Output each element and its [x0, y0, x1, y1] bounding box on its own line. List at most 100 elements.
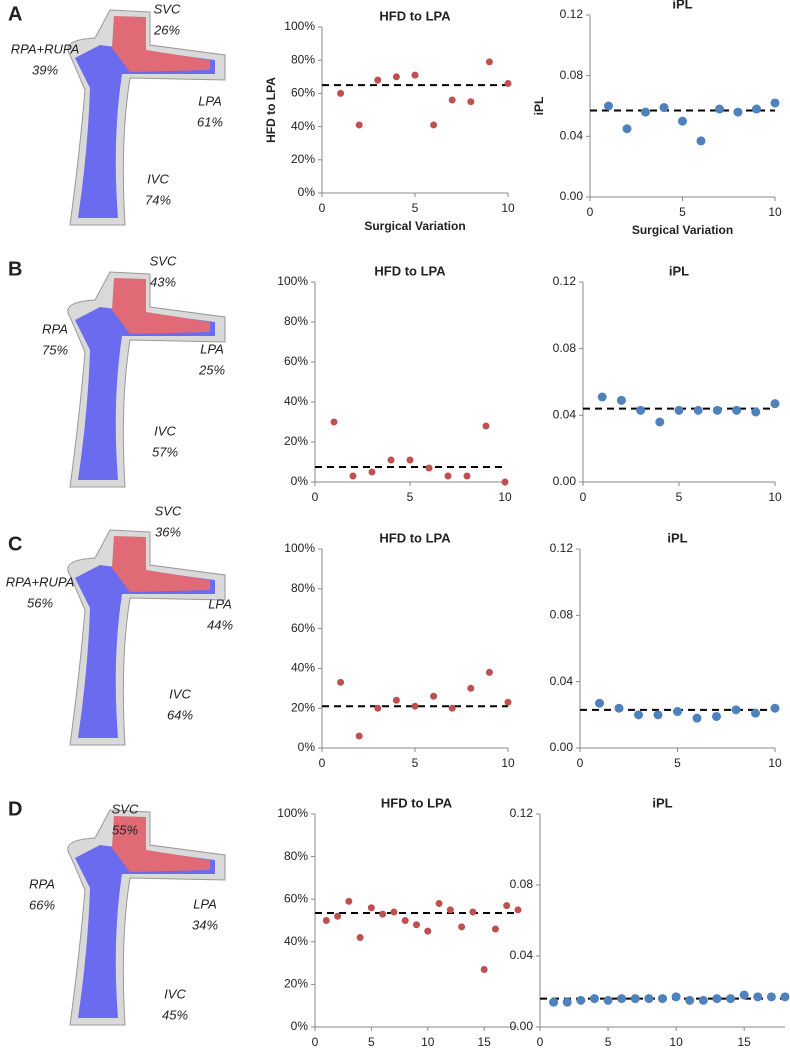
data-point	[430, 692, 438, 700]
data-point	[349, 472, 357, 480]
y-tick-label: 0.00	[510, 1019, 534, 1033]
data-point	[726, 994, 736, 1004]
data-point	[503, 902, 511, 910]
data-point	[467, 98, 475, 106]
y-tick-label: 0.00	[560, 189, 584, 203]
y-tick-label: 60%	[284, 354, 308, 368]
panel-letter: D	[8, 798, 22, 820]
y-tick-label: 20%	[284, 434, 308, 448]
vessel-percent: 64%	[167, 707, 193, 722]
vessel-percent: 44%	[207, 617, 233, 632]
y-tick-label: 80%	[291, 581, 315, 595]
chart-title: HFD to LPA	[379, 530, 451, 545]
data-point	[411, 702, 419, 710]
vessel-blue	[75, 565, 215, 738]
data-point	[413, 921, 420, 929]
y-tick-label: 0.08	[553, 341, 577, 355]
data-point	[636, 405, 646, 415]
y-tick-label: 0.04	[553, 408, 577, 422]
vessel-name: IVC	[169, 686, 191, 701]
vessel-name: SVC	[154, 1, 181, 16]
data-point	[504, 698, 512, 706]
vessel-percent: 45%	[162, 1007, 188, 1022]
data-point	[671, 992, 681, 1002]
data-point	[337, 678, 345, 686]
data-point	[715, 104, 724, 114]
y-tick-label: 0.04	[510, 948, 534, 962]
data-point	[685, 995, 695, 1005]
y-tick-label: 0%	[298, 185, 316, 199]
x-tick-label: 5	[412, 756, 419, 770]
vessel-blue	[75, 845, 215, 1018]
y-tick-label: 0%	[291, 1019, 309, 1033]
x-tick-label: 15	[737, 1035, 751, 1049]
chart-title: iPL	[667, 530, 687, 545]
vessel-percent: 36%	[155, 524, 181, 539]
chart-title: HFD to LPA	[381, 795, 453, 810]
y-tick-label: 0.08	[510, 877, 534, 891]
data-point	[337, 89, 345, 97]
data-point	[653, 710, 663, 720]
chart-title: iPL	[672, 0, 692, 11]
data-point	[501, 478, 509, 486]
data-point	[485, 58, 493, 66]
data-point	[504, 79, 512, 87]
vessel-percent: 25%	[198, 362, 225, 377]
data-point	[622, 124, 632, 134]
y-tick-label: 0%	[298, 740, 316, 754]
data-point	[693, 405, 703, 415]
x-axis-label: Surgical Variation	[364, 219, 465, 233]
data-point	[733, 107, 743, 117]
x-tick-label: 0	[577, 756, 584, 770]
y-tick-label: 0.12	[560, 7, 584, 21]
data-point	[491, 925, 499, 933]
vessel-percent: 43%	[150, 274, 176, 289]
vessel-percent: 39%	[32, 62, 58, 77]
data-point	[751, 708, 760, 718]
data-point	[770, 703, 780, 713]
vessel-blue	[75, 45, 215, 218]
data-point	[356, 934, 364, 942]
data-point	[448, 96, 456, 104]
data-point	[732, 405, 742, 415]
data-point	[387, 456, 395, 464]
vessel-percent: 26%	[153, 22, 180, 37]
data-point	[411, 71, 419, 79]
data-point	[345, 897, 353, 905]
y-tick-label: 40%	[284, 934, 308, 948]
data-point	[595, 698, 604, 708]
x-tick-label: 5	[407, 490, 414, 504]
data-point	[390, 908, 398, 916]
data-point	[597, 392, 607, 402]
vessel-red	[112, 816, 210, 872]
x-tick-label: 5	[605, 1035, 612, 1049]
vessel-name: IVC	[154, 423, 176, 438]
data-point	[334, 912, 342, 920]
vessel-percent: 75%	[42, 342, 68, 357]
chart-title: iPL	[669, 263, 689, 278]
vessel-name: IVC	[164, 986, 186, 1001]
data-point	[448, 704, 456, 712]
data-point	[731, 705, 741, 715]
y-tick-label: 100%	[277, 806, 308, 820]
y-tick-label: 0.12	[510, 806, 534, 820]
data-point	[562, 997, 572, 1007]
data-point	[674, 405, 684, 415]
data-point	[401, 917, 409, 924]
data-point	[379, 910, 387, 918]
x-tick-label: 0	[312, 490, 319, 504]
y-tick-label: 20%	[291, 152, 315, 166]
data-point	[322, 917, 330, 924]
x-tick-label: 10	[501, 201, 515, 215]
data-point	[614, 703, 624, 713]
y-tick-label: 0.08	[560, 68, 584, 82]
data-point	[549, 997, 559, 1007]
y-tick-label: 80%	[284, 314, 308, 328]
vessel-name: IVC	[147, 171, 169, 186]
data-point	[696, 136, 706, 146]
y-tick-label: 0.00	[550, 740, 574, 754]
data-point	[658, 994, 667, 1004]
y-tick-label: 0%	[291, 474, 309, 488]
data-point	[392, 696, 400, 704]
